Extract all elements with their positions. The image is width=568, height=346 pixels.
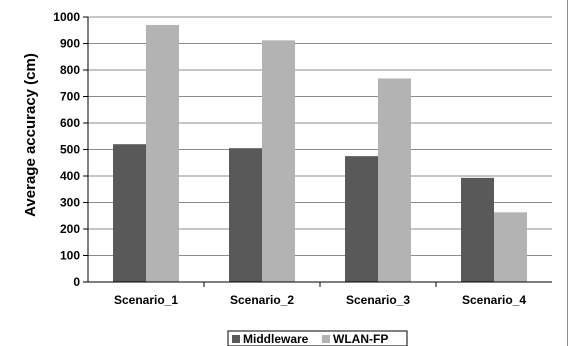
legend-swatch — [322, 335, 330, 343]
x-tick-label: Scenario_1 — [114, 293, 178, 307]
y-tick-label: 600 — [60, 116, 80, 130]
legend: Middleware WLAN-FP — [227, 330, 408, 346]
y-tick-label: 1000 — [53, 10, 80, 24]
x-tick-label: Scenario_3 — [346, 293, 410, 307]
bar-wlan-fp-3 — [378, 78, 411, 282]
legend-label: WLAN-FP — [333, 332, 388, 346]
y-axis-ticks: 0 100 200 300 400 500 600 700 800 900 1000 — [53, 10, 88, 289]
bar-middleware-3 — [345, 156, 378, 282]
y-tick-label: 900 — [60, 37, 80, 51]
y-axis-title: Average accuracy (cm) — [22, 53, 39, 217]
bar-wlan-fp-4 — [494, 212, 527, 282]
y-tick-label: 0 — [73, 275, 80, 289]
bar-wlan-fp-2 — [262, 40, 295, 282]
x-tick-label: Scenario_2 — [230, 293, 294, 307]
bar-middleware-2 — [229, 148, 262, 282]
x-tick-label: Scenario_4 — [462, 293, 526, 307]
legend-label: Middleware — [243, 332, 309, 346]
y-tick-label: 200 — [60, 222, 80, 236]
y-tick-label: 800 — [60, 63, 80, 77]
legend-box — [227, 330, 408, 346]
x-axis-ticks: Scenario_1 Scenario_2 Scenario_3 Scenario_4 — [114, 282, 526, 307]
bar-middleware-1 — [113, 144, 146, 282]
bar-middleware-4 — [461, 177, 494, 282]
y-tick-label: 300 — [60, 196, 80, 210]
y-tick-label: 500 — [60, 143, 80, 157]
legend-swatch — [232, 335, 240, 343]
y-tick-label: 700 — [60, 90, 80, 104]
y-tick-label: 400 — [60, 169, 80, 183]
bar-wlan-fp-1 — [146, 24, 179, 282]
bars — [113, 24, 527, 282]
y-tick-label: 100 — [60, 249, 80, 263]
